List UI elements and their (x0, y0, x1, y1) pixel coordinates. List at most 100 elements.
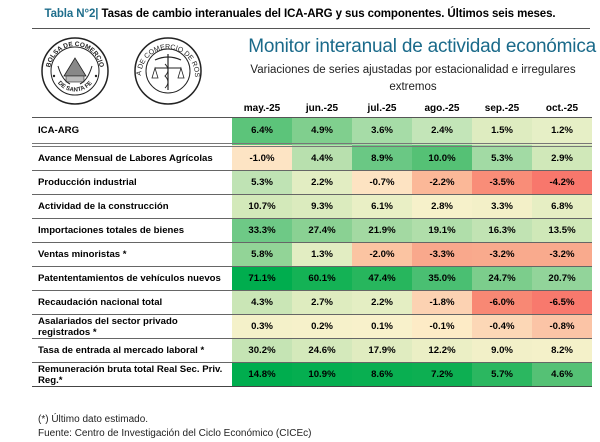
monitor-subtitle: Variaciones de series ajustadas por esta… (250, 64, 576, 93)
row-label: Avance Mensual de Labores Agrícolas (32, 145, 232, 171)
value-cell: 1.2% (532, 117, 592, 147)
value-cell: -0.7% (352, 170, 412, 195)
footnote-source: Fuente: Centro de Investigación del Cicl… (38, 428, 312, 439)
value-cell: 10.9% (292, 362, 352, 387)
table-title: Tabla N°2| Tasas de cambio interanuales … (0, 8, 600, 20)
row-label: Tasa de entrada al mercado laboral * (32, 338, 232, 363)
table-row: Ventas minoristas * 5.8% 1.3% -2.0% -3.3% -3.… (32, 242, 592, 267)
value-cell: 19.1% (412, 218, 472, 243)
header-label-blank (32, 100, 232, 118)
value-cell: 21.9% (352, 218, 412, 243)
value-cell: -1.8% (412, 290, 472, 315)
table-row: Asalariados del sector privado registrad… (32, 314, 592, 339)
value-cell: 14.8% (232, 362, 292, 387)
value-cell: 16.3% (472, 218, 532, 243)
value-cell: 35.0% (412, 266, 472, 291)
column-header: ago.-25 (412, 100, 472, 118)
value-cell: 33.3% (232, 218, 292, 243)
value-cell: -3.2% (532, 242, 592, 267)
row-label: Recaudación nacional total (32, 290, 232, 315)
value-cell: 4.4% (292, 145, 352, 171)
value-cell: 6.4% (232, 117, 292, 147)
value-cell: 2.4% (412, 117, 472, 147)
value-cell: 1.5% (472, 117, 532, 147)
bolsa-comercio-santa-fe-logo: BOLSA DE COMERCIO DE SANTA FE (41, 37, 109, 105)
table-header-row: may.-25 jun.-25 jul.-25 ago.-25 sep.-25 … (32, 100, 592, 118)
value-cell: -4.2% (532, 170, 592, 195)
row-label: Remuneración bruta total Real Sec. Priv.… (32, 362, 232, 387)
value-cell: 8.9% (352, 145, 412, 171)
table-row: Tasa de entrada al mercado laboral * 30.2… (32, 338, 592, 363)
column-header: may.-25 (232, 100, 292, 118)
row-label: Ventas minoristas * (32, 242, 232, 267)
value-cell: 47.4% (352, 266, 412, 291)
value-cell: 8.6% (352, 362, 412, 387)
value-cell: 0.3% (232, 314, 292, 339)
value-cell: 5.7% (472, 362, 532, 387)
monitor-title: Monitor interanual de actividad económic… (248, 36, 596, 57)
row-label: Actividad de la construcción (32, 194, 232, 219)
value-cell: -3.3% (412, 242, 472, 267)
value-cell: 0.1% (352, 314, 412, 339)
table-row: ICA-ARG 6.4% 4.9% 3.6% 2.4% 1.5% 1.2% (32, 117, 592, 147)
value-cell: -0.8% (532, 314, 592, 339)
table-row: Producción industrial 5.3% 2.2% -0.7% -2.2% -… (32, 170, 592, 195)
row-label: ICA-ARG (32, 117, 232, 147)
table-row: Recaudación nacional total 4.3% 2.7% 2.2% -1… (32, 290, 592, 315)
row-label: Importaciones totales de bienes (32, 218, 232, 243)
value-cell: 10.0% (412, 145, 472, 171)
value-cell: 7.2% (412, 362, 472, 387)
value-cell: 4.6% (532, 362, 592, 387)
value-cell: 5.8% (232, 242, 292, 267)
title-divider (32, 28, 590, 29)
column-header: jun.-25 (292, 100, 352, 118)
indicators-table: may.-25 jun.-25 jul.-25 ago.-25 sep.-25 … (32, 100, 592, 387)
value-cell: 5.3% (232, 170, 292, 195)
value-cell: 2.9% (532, 145, 592, 171)
value-cell: 24.7% (472, 266, 532, 291)
value-cell: -0.1% (412, 314, 472, 339)
value-cell: 3.3% (472, 194, 532, 219)
value-cell: -6.0% (472, 290, 532, 315)
value-cell: -1.0% (232, 145, 292, 171)
table-row: Patententamientos de vehículos nuevos 71.… (32, 266, 592, 291)
value-cell: 10.7% (232, 194, 292, 219)
value-cell: 3.6% (352, 117, 412, 147)
value-cell: 8.2% (532, 338, 592, 363)
table-number: Tabla N°2| (44, 8, 99, 20)
value-cell: 6.8% (532, 194, 592, 219)
value-cell: 6.1% (352, 194, 412, 219)
column-header: oct.-25 (532, 100, 592, 118)
value-cell: -2.2% (412, 170, 472, 195)
value-cell: 20.7% (532, 266, 592, 291)
value-cell: 9.3% (292, 194, 352, 219)
value-cell: 71.1% (232, 266, 292, 291)
value-cell: 2.7% (292, 290, 352, 315)
footnote-estimated: (*) Último dato estimado. (38, 414, 149, 425)
value-cell: 13.5% (532, 218, 592, 243)
value-cell: -3.2% (472, 242, 532, 267)
table-title-text: Tasas de cambio interanuales del ICA-ARG… (98, 8, 556, 20)
table-row: Remuneración bruta total Real Sec. Priv.… (32, 362, 592, 387)
value-cell: 1.3% (292, 242, 352, 267)
value-cell: 0.2% (292, 314, 352, 339)
row-label: Asalariados del sector privado registrad… (32, 314, 232, 339)
value-cell: 17.9% (352, 338, 412, 363)
bolsa-comercio-rosario-logo: BOLSA DE COMERCIO DE ROSARIO (133, 36, 202, 105)
value-cell: -2.0% (352, 242, 412, 267)
value-cell: 9.0% (472, 338, 532, 363)
value-cell: 2.8% (412, 194, 472, 219)
value-cell: -6.5% (532, 290, 592, 315)
row-label: Patententamientos de vehículos nuevos (32, 266, 232, 291)
value-cell: 2.2% (292, 170, 352, 195)
value-cell: 2.2% (352, 290, 412, 315)
table-row: Actividad de la construcción 10.7% 9.3% 6.1… (32, 194, 592, 219)
value-cell: -3.5% (472, 170, 532, 195)
row-label: Producción industrial (32, 170, 232, 195)
value-cell: 60.1% (292, 266, 352, 291)
value-cell: 4.3% (232, 290, 292, 315)
value-cell: 12.2% (412, 338, 472, 363)
value-cell: -0.4% (472, 314, 532, 339)
column-header: sep.-25 (472, 100, 532, 118)
value-cell: 24.6% (292, 338, 352, 363)
